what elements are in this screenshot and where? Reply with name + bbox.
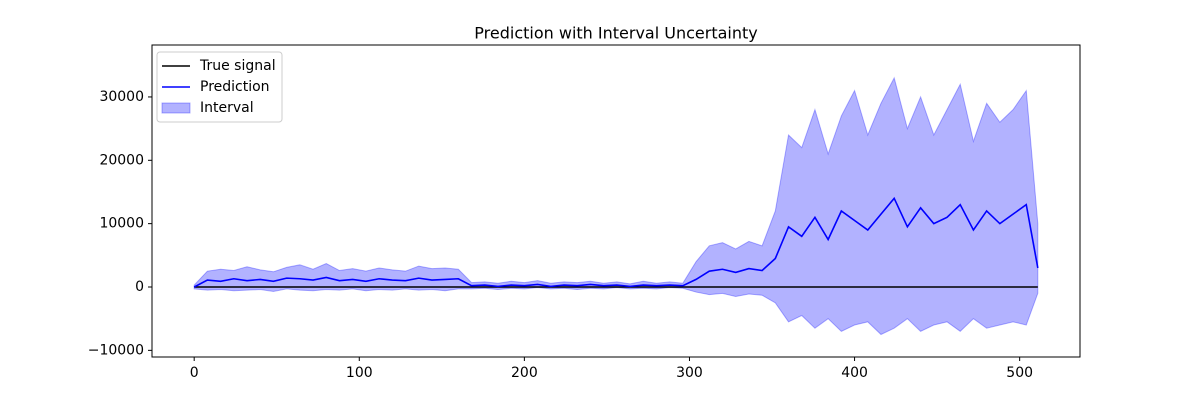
legend-label: Prediction: [200, 79, 270, 95]
plot-area: [193, 76, 1039, 336]
plot-frame: [151, 44, 1081, 358]
chart-title: Prediction with Interval Uncertainty: [474, 24, 757, 43]
x-tick-label: 400: [841, 365, 868, 381]
legend-label: Interval: [200, 100, 254, 116]
legend-swatch: [161, 102, 191, 114]
y-tick-label: 0: [135, 279, 144, 295]
x-tick-label: 100: [346, 365, 373, 381]
y-tick-label: 20000: [99, 152, 144, 168]
y-tick-label: −10000: [88, 342, 144, 358]
x-tick-label: 300: [676, 365, 703, 381]
legend-label: True signal: [199, 58, 276, 74]
y-tick-label: 30000: [99, 89, 144, 105]
x-tick-label: 200: [511, 365, 538, 381]
y-tick-label: 10000: [99, 216, 144, 232]
interval-band: [193, 76, 1039, 336]
legend-box: [156, 51, 283, 123]
series-line: [193, 196, 1039, 288]
x-tick-label: 500: [1006, 365, 1033, 381]
x-tick-label: 0: [190, 365, 199, 381]
